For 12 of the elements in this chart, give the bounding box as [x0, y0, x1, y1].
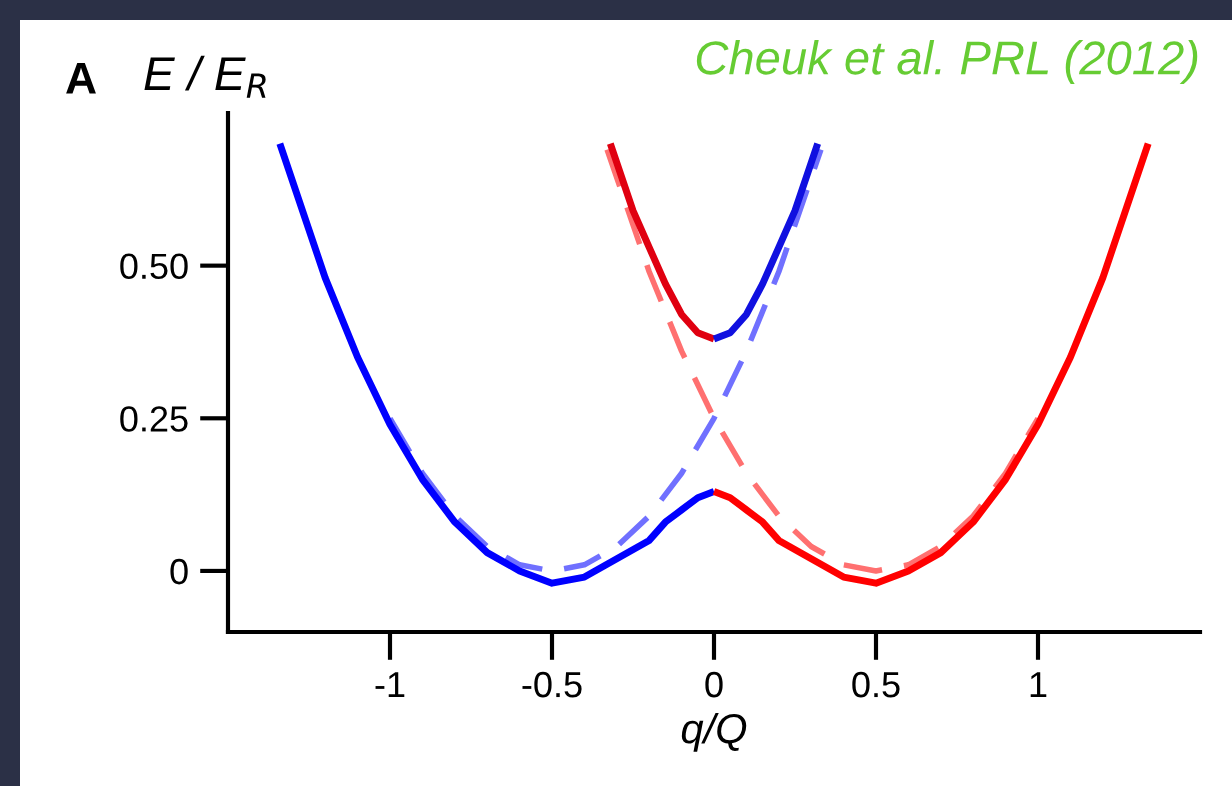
x-tick-label: 0.5 [852, 671, 900, 698]
y-axis-title: E / E$_{R}$ [144, 55, 266, 98]
y-tick-label: 0.50 [120, 253, 188, 280]
text: Cheuk et al. PRL (2012) [696, 39, 1198, 84]
x-tick-label: -0.5 [522, 671, 582, 698]
x-tick-label: -1 [375, 672, 405, 698]
x-tick-label: 1 [1030, 672, 1047, 698]
text: A [66, 62, 96, 94]
x-axis-title: q/Q [681, 712, 747, 752]
x-tick-label: 0 [705, 671, 723, 698]
y-tick-label: 0.25 [120, 406, 188, 432]
y-tick-label: 0 [170, 558, 188, 585]
